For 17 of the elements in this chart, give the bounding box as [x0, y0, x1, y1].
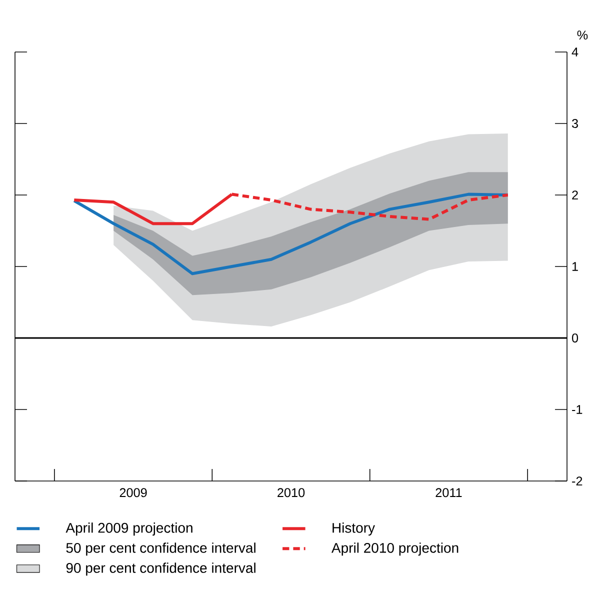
x-tick-label: 2011: [436, 488, 462, 498]
y-tick-label: 2: [572, 190, 578, 200]
legend-label: History: [332, 522, 375, 536]
y-tick-label: 0: [572, 334, 578, 342]
x-tick-label: 2010: [278, 488, 305, 498]
legend-label: April 2010 projection: [331, 542, 458, 556]
line-series: [72, 192, 510, 276]
legend-label: 90 per cent confidence interval: [66, 562, 256, 576]
y-tick-label: 3: [572, 119, 578, 128]
y-tick-label: -2: [572, 476, 582, 486]
x-tick-label: 2009: [120, 488, 147, 498]
y-tick-label: 1: [572, 262, 578, 271]
legend-label: 50 per cent confidence interval: [66, 542, 256, 556]
y-tick-label: 4: [572, 48, 578, 56]
legend-label: April 2009 projection: [66, 522, 192, 536]
y-tick-label: -1: [572, 405, 582, 414]
y-axis-title: %: [577, 30, 588, 40]
